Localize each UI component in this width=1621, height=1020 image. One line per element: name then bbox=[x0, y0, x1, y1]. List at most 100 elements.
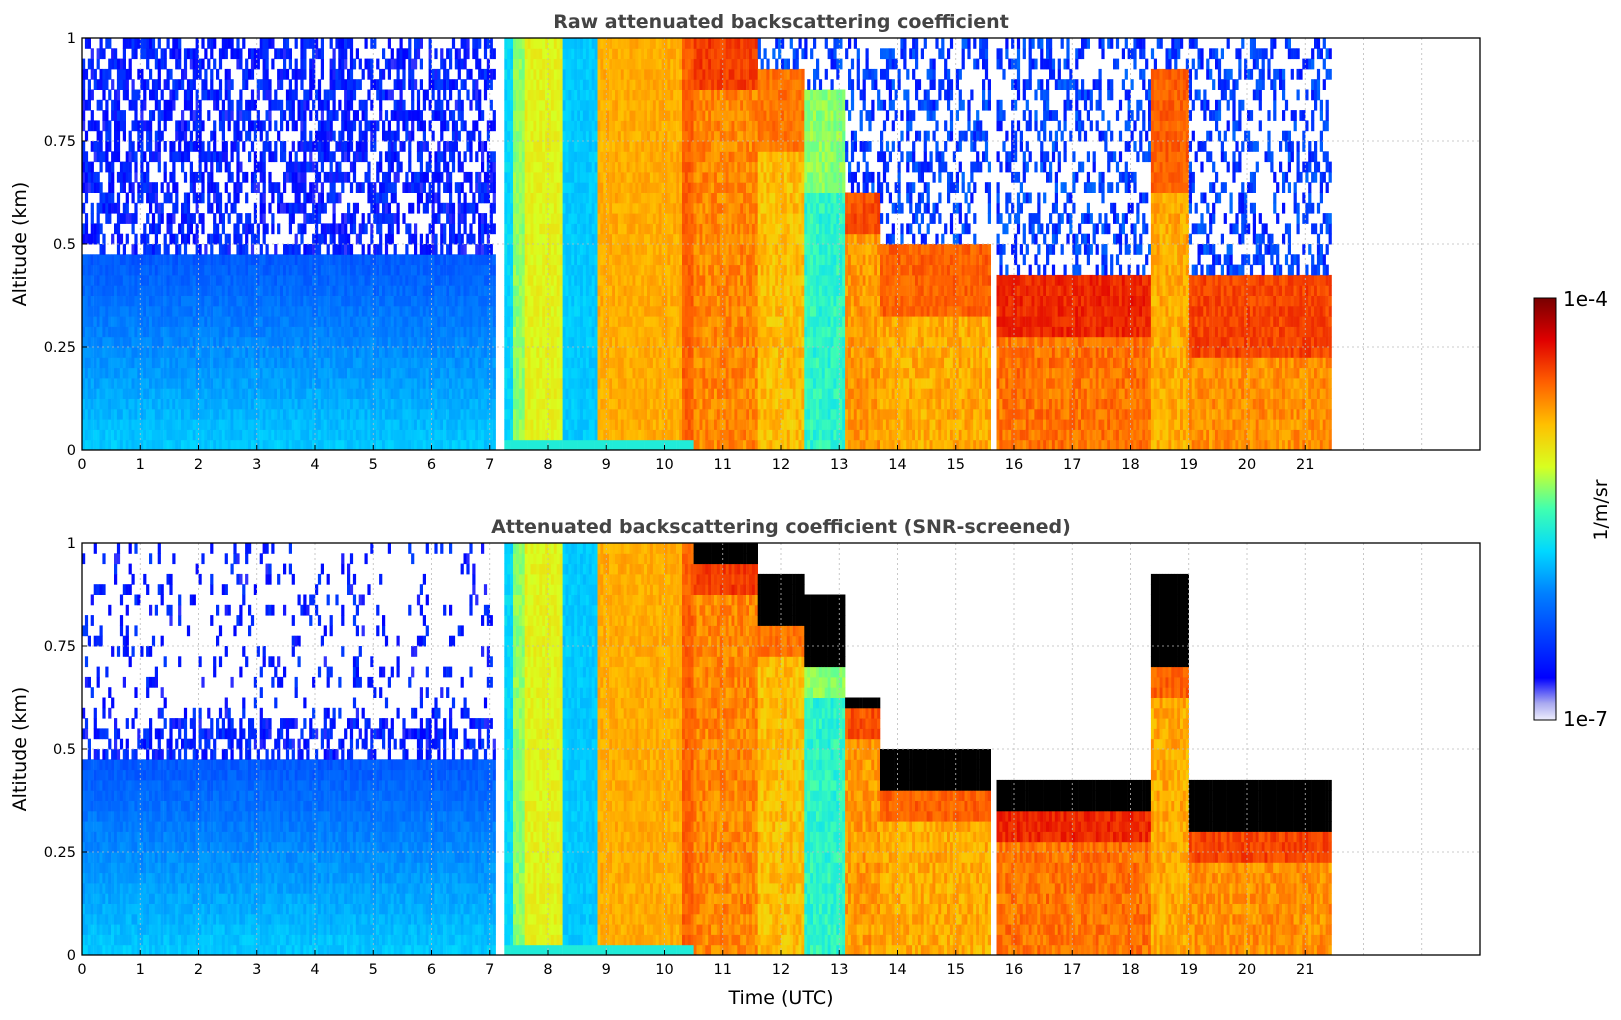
heatmap-cell bbox=[166, 429, 170, 441]
heatmap-cell bbox=[364, 285, 368, 296]
heatmap-cell bbox=[131, 120, 135, 132]
heatmap-cell bbox=[253, 202, 257, 214]
heatmap-cell bbox=[82, 89, 86, 101]
heatmap-cell bbox=[128, 408, 132, 420]
heatmap-cell bbox=[181, 110, 185, 121]
heatmap-cell bbox=[116, 367, 121, 379]
heatmap-cell bbox=[239, 99, 243, 111]
heatmap-cell bbox=[419, 367, 423, 379]
heatmap-cell bbox=[151, 274, 156, 286]
heatmap-cell bbox=[169, 285, 173, 296]
heatmap-cell bbox=[230, 408, 234, 420]
heatmap-cell bbox=[242, 264, 246, 276]
heatmap-cell bbox=[408, 48, 412, 60]
heatmap-cell bbox=[195, 110, 199, 121]
heatmap-cell bbox=[481, 388, 485, 399]
heatmap-cell bbox=[178, 244, 182, 255]
heatmap-cell bbox=[428, 192, 432, 204]
heatmap-cell bbox=[358, 130, 362, 142]
heatmap-cell bbox=[236, 388, 240, 399]
heatmap-cell bbox=[248, 326, 252, 338]
heatmap-cell bbox=[99, 326, 103, 338]
heatmap-cell bbox=[259, 347, 263, 358]
heatmap-cell bbox=[134, 99, 138, 111]
heatmap-cell bbox=[332, 347, 336, 358]
heatmap-cell bbox=[478, 99, 482, 111]
heatmap-cell bbox=[213, 357, 217, 369]
heatmap-cell bbox=[283, 48, 287, 60]
heatmap-cell bbox=[108, 130, 112, 142]
heatmap-cell bbox=[405, 110, 409, 121]
heatmap-cell bbox=[527, 264, 531, 276]
heatmap-cell bbox=[218, 419, 223, 430]
heatmap-cell bbox=[440, 419, 444, 430]
heatmap-cell bbox=[323, 120, 327, 132]
heatmap-cell bbox=[280, 388, 284, 399]
heatmap-cell bbox=[183, 68, 188, 80]
heatmap-cell bbox=[361, 295, 365, 307]
heatmap-cell bbox=[434, 79, 438, 90]
heatmap-cell bbox=[163, 58, 167, 70]
heatmap-cell bbox=[99, 192, 103, 204]
heatmap-cell bbox=[542, 285, 546, 296]
heatmap-cell bbox=[457, 429, 461, 441]
heatmap-cell bbox=[181, 151, 185, 163]
heatmap-cell bbox=[195, 233, 199, 245]
heatmap-cell bbox=[186, 79, 191, 90]
heatmap-cell bbox=[507, 419, 511, 430]
heatmap-cell bbox=[122, 254, 126, 266]
heatmap-cell bbox=[542, 151, 546, 163]
heatmap-cell bbox=[364, 264, 368, 276]
heatmap-cell bbox=[265, 367, 269, 379]
heatmap-cell bbox=[178, 254, 182, 266]
heatmap-cell bbox=[469, 408, 473, 420]
heatmap-cell bbox=[481, 264, 485, 276]
heatmap-cell bbox=[96, 233, 100, 245]
heatmap-cell bbox=[87, 295, 91, 307]
heatmap-cell bbox=[125, 264, 129, 276]
heatmap-cell bbox=[128, 388, 132, 399]
heatmap-cell bbox=[90, 264, 94, 276]
heatmap-cell bbox=[524, 244, 528, 255]
heatmap-cell bbox=[265, 295, 269, 307]
heatmap-cell bbox=[108, 398, 112, 410]
heatmap-cell bbox=[478, 254, 482, 266]
heatmap-cell bbox=[192, 316, 196, 327]
heatmap-cell bbox=[411, 305, 415, 317]
heatmap-cell bbox=[84, 429, 89, 441]
heatmap-cell bbox=[361, 388, 365, 399]
heatmap-cell bbox=[521, 99, 525, 111]
heatmap-cell bbox=[216, 408, 220, 420]
heatmap-cell bbox=[300, 254, 304, 266]
heatmap-cell bbox=[524, 182, 528, 193]
heatmap-cell bbox=[315, 357, 319, 369]
heatmap-cell bbox=[300, 429, 304, 441]
heatmap-cell bbox=[396, 254, 400, 266]
heatmap-cell bbox=[384, 305, 389, 317]
heatmap-cell bbox=[524, 48, 528, 60]
heatmap-cell bbox=[119, 377, 124, 389]
heatmap-cell bbox=[116, 202, 121, 214]
heatmap-cell bbox=[157, 429, 161, 441]
heatmap-cell bbox=[449, 202, 453, 214]
heatmap-cell bbox=[259, 439, 263, 450]
heatmap-cell bbox=[108, 213, 112, 224]
heatmap-cell bbox=[329, 274, 333, 286]
heatmap-cell bbox=[157, 161, 161, 173]
heatmap-cell bbox=[379, 213, 383, 224]
heatmap-cell bbox=[524, 408, 528, 420]
heatmap-cell bbox=[387, 316, 391, 327]
heatmap-cell bbox=[428, 285, 432, 296]
heatmap-cell bbox=[446, 254, 450, 266]
heatmap-cell bbox=[443, 347, 447, 358]
heatmap-cell bbox=[195, 274, 199, 286]
heatmap-cell bbox=[393, 377, 397, 389]
heatmap-cell bbox=[364, 336, 368, 348]
heatmap-cell bbox=[93, 254, 97, 266]
heatmap-cell bbox=[265, 305, 269, 317]
heatmap-cell bbox=[364, 254, 368, 266]
heatmap-cell bbox=[376, 79, 380, 90]
heatmap-cell bbox=[437, 110, 441, 121]
heatmap-cell bbox=[236, 120, 240, 132]
heatmap-cell bbox=[82, 171, 86, 183]
